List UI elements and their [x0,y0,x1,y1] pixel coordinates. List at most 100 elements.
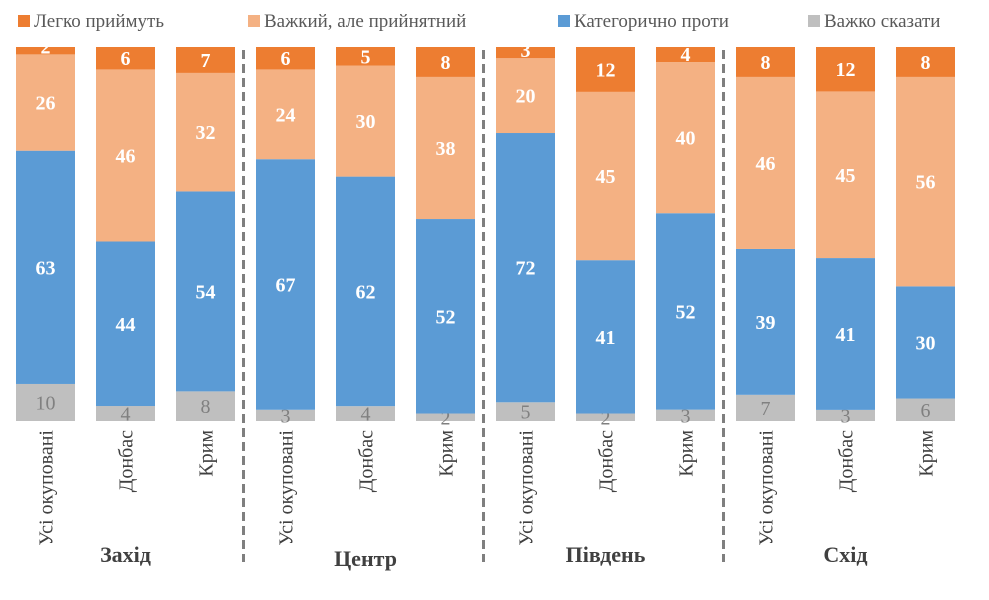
category-label: Донбас [836,430,858,492]
category-label: Донбас [356,430,378,492]
data-label: 41 [596,327,616,349]
legend-swatch [248,15,260,27]
bar-segment-важко-сказати [896,398,955,421]
legend-item-3: Важко сказати [808,11,940,32]
bar-stack-9: 7 39 46 8 [736,47,795,421]
data-label: 32 [196,122,216,144]
bar-segment-важко-сказати [336,406,395,421]
group-label: Схід [823,542,867,567]
data-label: 54 [196,281,216,303]
data-label: 3 [521,40,531,62]
category-label: Усі окуповані [756,430,778,546]
data-label: 45 [596,166,616,188]
bar-stack-10: 3 41 45 12 [816,47,875,427]
data-label: 26 [36,93,56,115]
bar-segment-легко-приймуть [496,47,555,59]
bar-segment-важко-сказати [176,391,235,421]
bar-segment-категорично-проти [416,219,475,414]
group-label: Центр [334,546,397,571]
data-label: 39 [756,312,776,334]
bar-stack-11: 6 30 56 8 [896,47,955,422]
bar-segment-легко-приймуть [256,47,315,70]
legend: Легко приймуть Важкий, але прийнятний Кате… [18,11,940,32]
data-label: 7 [201,50,211,72]
bar-segment-категорично-проти [736,248,795,395]
data-label: 45 [836,165,856,187]
category-labels: Усі окуповані Донбас Крим Усі окуповані Донб… [36,430,938,546]
data-label: 52 [676,301,696,323]
bar-segment-важко-сказати [416,413,475,421]
data-label: 8 [761,52,771,74]
data-label: 63 [36,257,56,279]
bar-segment-важкий-але-прийнятний [176,72,235,192]
category-label: Крим [196,430,218,477]
bar-segment-важко-сказати [816,409,875,421]
data-label: 20 [516,86,536,108]
data-label: 6 [121,48,131,70]
data-label: 67 [276,274,296,296]
data-label: 62 [356,281,376,303]
category-label: Донбас [116,430,138,492]
bar-stack-8: 3 52 40 4 [656,44,715,427]
data-label: 52 [436,306,456,328]
category-label: Усі окуповані [276,430,298,546]
legend-item-0: Легко приймуть [18,11,164,32]
data-label: 56 [916,172,936,194]
legend-swatch [18,15,30,27]
legend-label: Важкий, але прийнятний [264,11,466,32]
data-label: 8 [441,52,451,74]
bar-segment-важко-сказати [96,406,155,421]
bar-segment-категорично-проти [336,176,395,407]
bar-stack-6: 5 72 20 3 [496,40,555,424]
bar-segment-легко-приймуть [736,47,795,77]
bar-segment-категорично-проти [576,260,635,414]
bar-stack-4: 4 62 30 5 [336,46,395,426]
bar-segment-важкий-але-прийнятний [16,54,75,151]
bar-segment-важкий-але-прийнятний [256,69,315,160]
category-label: Крим [916,430,938,477]
bar-segment-легко-приймуть [416,47,475,77]
bar-segment-легко-приймуть [656,47,715,63]
data-label: 6 [921,400,931,422]
data-label: 41 [836,324,856,346]
bar-segment-важкий-але-прийнятний [96,69,155,242]
data-label: 5 [521,402,531,424]
data-label: 10 [36,392,56,414]
data-label: 5 [361,46,371,68]
bar-segment-категорично-проти [16,150,75,384]
bar-segment-легко-приймуть [336,47,395,66]
legend-swatch [808,15,820,27]
group-label: Захід [100,542,151,567]
legend-item-1: Важкий, але прийнятний [248,11,466,32]
bar-segment-категорично-проти [96,241,155,407]
legend-label: Важко сказати [824,11,940,32]
bar-segment-важкий-але-прийнятний [496,58,555,134]
category-label: Усі окуповані [36,430,58,546]
legend-label: Легко приймуть [34,11,164,32]
bar-segment-важко-сказати [256,409,315,421]
bar-segment-важко-сказати [576,413,635,421]
bars: 1063262444466854327367246462305252388572… [16,36,955,429]
data-label: 38 [436,138,456,160]
bar-segment-важко-сказати [736,394,795,421]
bar-segment-категорично-проти [496,133,555,403]
data-label: 46 [756,153,776,175]
data-label: 44 [116,314,136,336]
bar-segment-легко-приймуть [16,47,75,55]
legend-swatch [558,15,570,27]
bar-stack-7: 2 41 45 12 [576,47,635,429]
bar-segment-важко-сказати [656,409,715,421]
bar-stack-3: 3 67 24 6 [256,47,315,427]
category-label: Крим [436,430,458,477]
bar-segment-важкий-але-прийнятний [816,91,875,259]
group-separators [242,50,725,562]
bar-segment-важкий-але-прийнятний [416,76,475,220]
bar-segment-важкий-але-прийнятний [736,76,795,249]
data-label: 24 [276,104,296,126]
bar-segment-категорично-проти [656,213,715,410]
bar-segment-важко-сказати [496,402,555,421]
bar-segment-легко-приймуть [176,47,235,73]
bar-stack-5: 2 52 38 8 [416,47,475,429]
bar-segment-важкий-але-прийнятний [656,62,715,214]
